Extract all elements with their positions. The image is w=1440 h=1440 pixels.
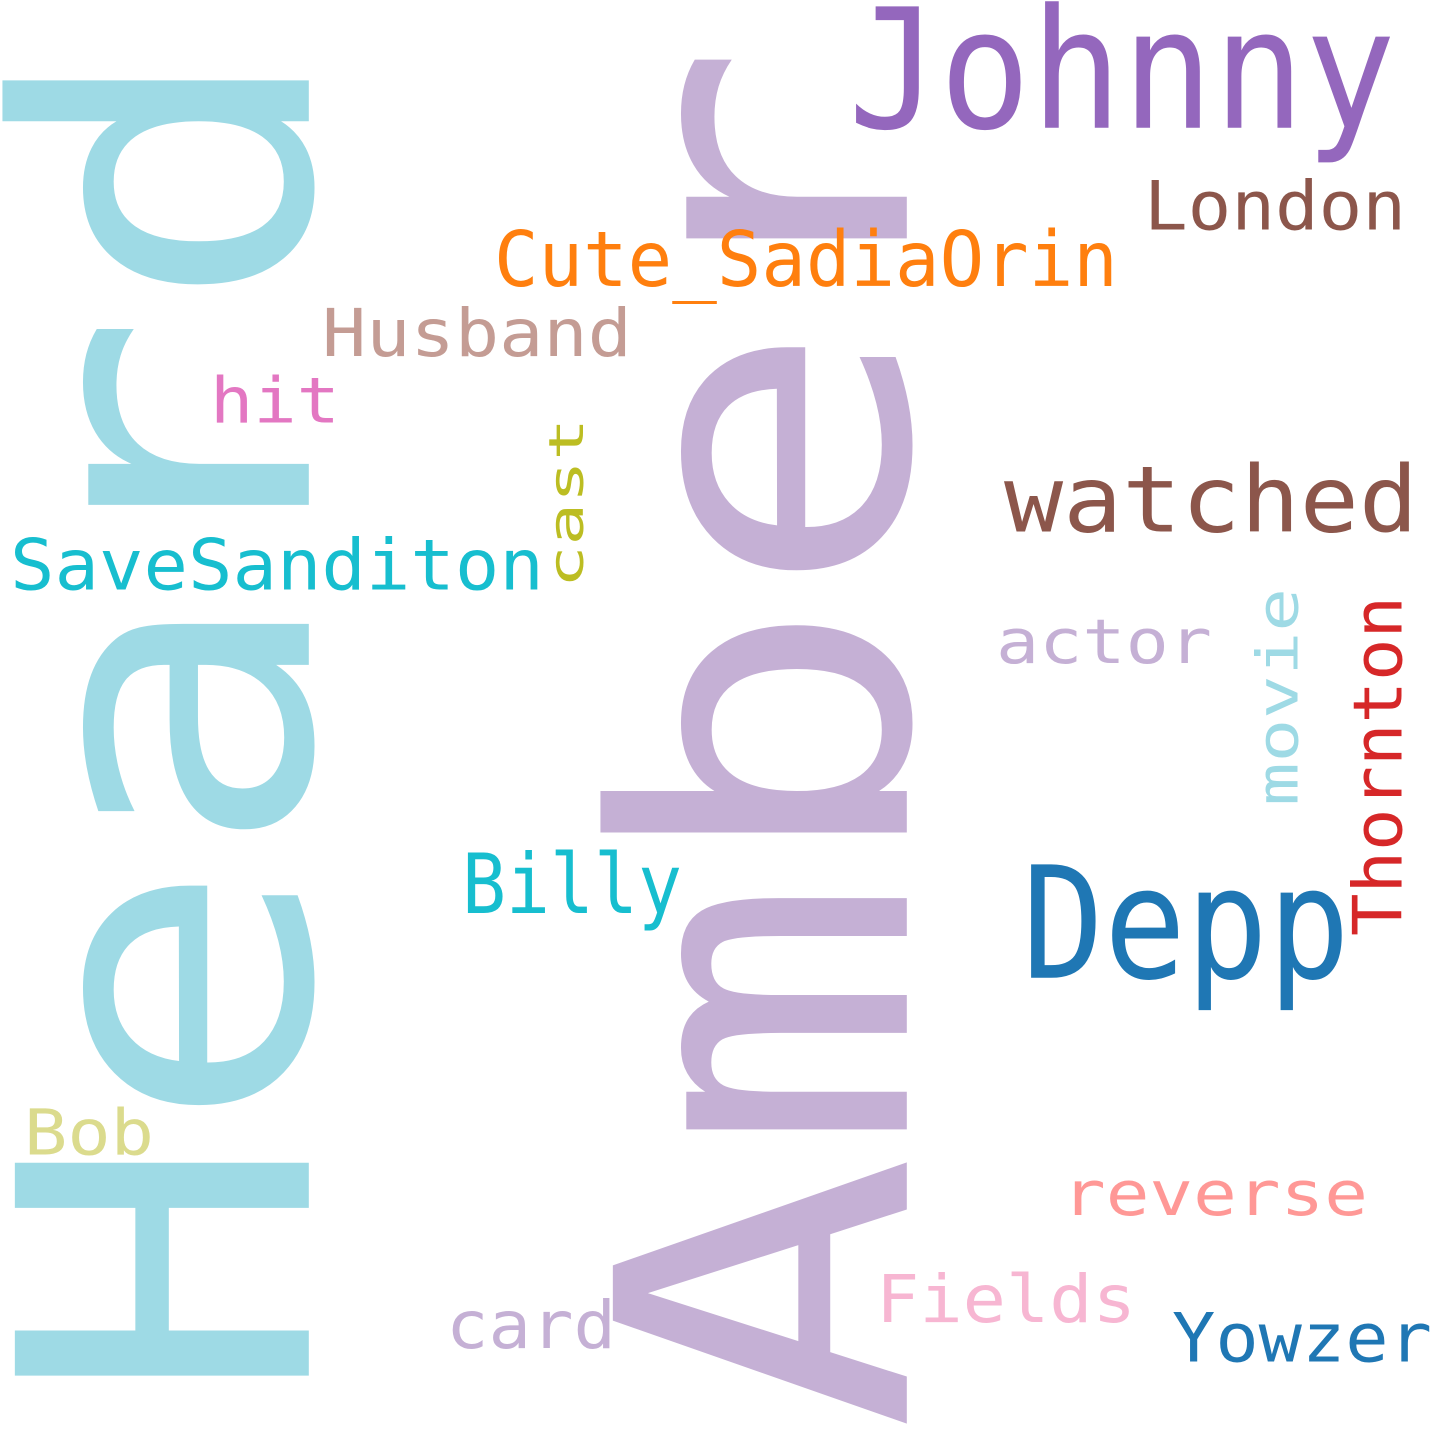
word-cast: cast — [539, 418, 595, 588]
word-thornton: Thornton — [1340, 596, 1418, 936]
word-bob: Bob — [24, 1096, 154, 1170]
word-husband: Husband — [322, 296, 632, 372]
word-watched: watched — [1004, 447, 1418, 553]
word-amber: Amber — [534, 42, 1003, 1432]
word-london: London — [1144, 167, 1406, 246]
word-card: card — [446, 1288, 616, 1364]
word-reverse: reverse — [1062, 1158, 1368, 1229]
word-savesanditon: SaveSanditon — [10, 524, 544, 606]
word-billy: Billy — [462, 836, 682, 933]
word-heard: Heard — [0, 38, 405, 1406]
word-yowzer: Yowzer — [1172, 1299, 1432, 1379]
word-actor: actor — [996, 606, 1212, 678]
word-fields: Fields — [876, 1262, 1136, 1338]
word-depp: Depp — [1022, 834, 1350, 1015]
word-movie: movie — [1246, 588, 1312, 806]
word-johnny: Johnny — [848, 0, 1396, 168]
word-cute-sadiaorin: Cute_SadiaOrin — [494, 215, 1118, 305]
word-hit: hit — [210, 364, 340, 438]
